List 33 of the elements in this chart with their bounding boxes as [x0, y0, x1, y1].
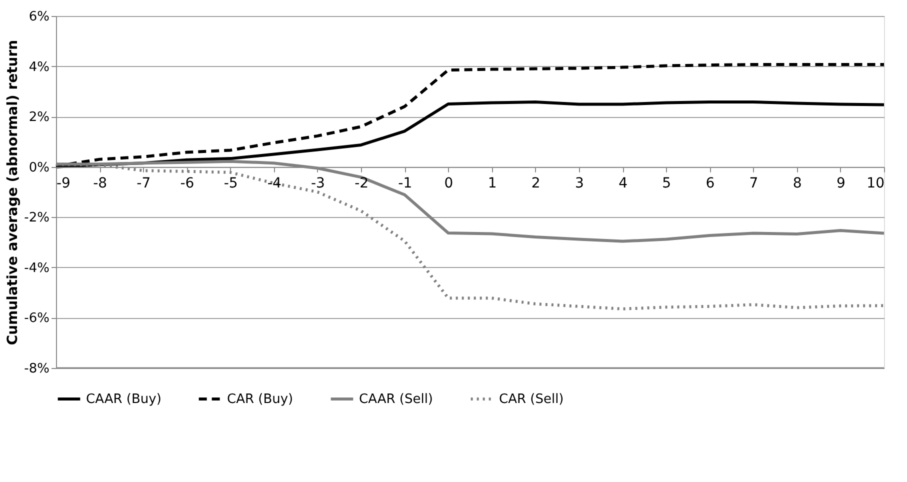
x-tick-label: 2 [531, 175, 540, 192]
x-tick-label: -2 [354, 175, 369, 192]
x-tick-label: 8 [792, 175, 802, 192]
legend-label: CAAR (Buy) [86, 392, 162, 407]
y-tick-label: 2% [28, 110, 50, 126]
x-tick-label: 4 [618, 175, 628, 192]
x-tick-label: -4 [267, 175, 282, 192]
y-tick-label: 4% [28, 60, 50, 75]
x-tick-label: -8 [93, 175, 108, 192]
x-tick-label: 7 [749, 175, 758, 192]
y-tick-label: -4% [24, 260, 50, 276]
x-tick-label: 3 [574, 175, 584, 192]
y-tick-label: -8% [24, 362, 50, 376]
y-tick-label: -2% [24, 210, 50, 226]
x-tick-label: 9 [836, 175, 846, 192]
y-tick-label: 0% [28, 160, 50, 176]
legend-label: CAR (Sell) [499, 392, 564, 407]
y-tick-label: 6% [28, 10, 50, 24]
x-tick-label: 10 [866, 175, 884, 192]
x-tick-label: -9 [56, 175, 70, 192]
legend-label: CAR (Buy) [227, 392, 294, 407]
y-tick-label: -6% [24, 311, 50, 326]
x-tick-label: -6 [180, 175, 194, 192]
legend-label: CAAR (Sell) [359, 392, 434, 407]
x-tick-label: -5 [224, 175, 238, 192]
x-tick-label: 0 [444, 175, 454, 192]
x-tick-label: 1 [488, 175, 497, 192]
x-tick-label: -7 [136, 175, 151, 192]
x-tick-label: 5 [662, 175, 672, 192]
x-tick-label: 6 [706, 175, 715, 192]
y-axis-title: Cumulative average (abnormal) return [5, 40, 22, 346]
x-tick-label: -1 [398, 175, 412, 192]
x-tick-label: -3 [310, 175, 325, 192]
